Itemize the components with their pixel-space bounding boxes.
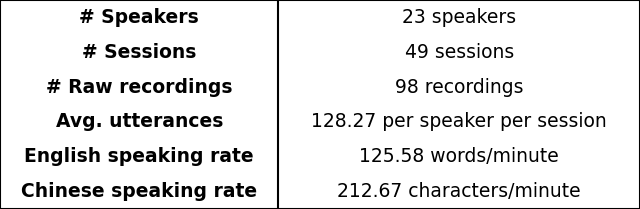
Text: 23 speakers: 23 speakers	[402, 8, 516, 27]
Text: # Speakers: # Speakers	[79, 8, 199, 27]
Text: Avg. utterances: Avg. utterances	[56, 112, 223, 131]
Text: # Raw recordings: # Raw recordings	[46, 78, 232, 97]
Text: 49 sessions: 49 sessions	[404, 43, 514, 62]
Text: English speaking rate: English speaking rate	[24, 147, 254, 166]
Text: 128.27 per speaker per session: 128.27 per speaker per session	[311, 112, 607, 131]
Text: 212.67 characters/minute: 212.67 characters/minute	[337, 182, 581, 201]
Text: # Sessions: # Sessions	[82, 43, 196, 62]
Text: 98 recordings: 98 recordings	[395, 78, 524, 97]
Text: 125.58 words/minute: 125.58 words/minute	[359, 147, 559, 166]
Text: Chinese speaking rate: Chinese speaking rate	[21, 182, 257, 201]
